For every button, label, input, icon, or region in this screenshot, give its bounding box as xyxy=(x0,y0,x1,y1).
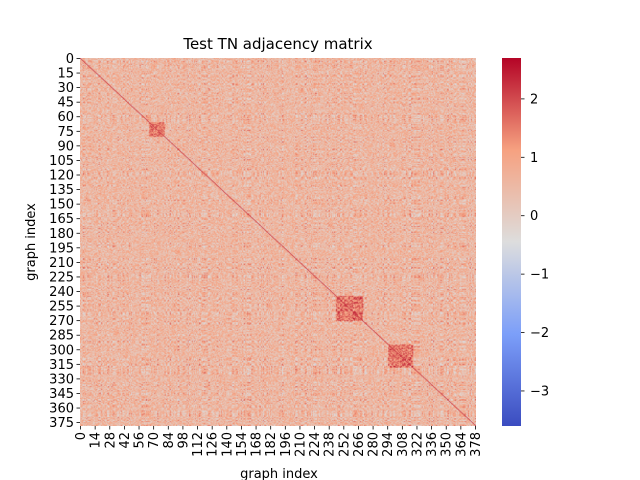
x-tick-label: 0 xyxy=(74,432,89,440)
x-tick-label: 112 xyxy=(191,432,206,457)
x-tick-label: 28 xyxy=(103,432,118,449)
colorbar-tick-label: 0 xyxy=(530,209,538,224)
y-tick-label: 360 xyxy=(49,402,74,417)
x-tick-label: 252 xyxy=(337,432,352,457)
y-tick-label: 75 xyxy=(57,125,74,140)
x-tick-label: 294 xyxy=(381,432,396,457)
x-tick-label: 280 xyxy=(367,432,382,457)
x-tick-label: 56 xyxy=(133,432,148,449)
y-tick-label: 225 xyxy=(49,270,74,285)
chart-title: Test TN adjacency matrix xyxy=(182,35,372,53)
x-tick-label: 140 xyxy=(220,432,235,457)
x-tick-label: 336 xyxy=(425,432,440,457)
x-tick-label: 42 xyxy=(118,432,133,449)
x-tick-label: 308 xyxy=(396,432,411,457)
x-tick-label: 350 xyxy=(440,432,455,457)
y-tick-label: 195 xyxy=(49,241,74,256)
x-tick-label: 322 xyxy=(410,432,425,457)
heatmap-cells xyxy=(80,58,476,426)
x-tick-label: 266 xyxy=(352,432,367,457)
colorbar-ticks: 2 1 0 −1 −2 −3 xyxy=(521,92,549,399)
x-tick-label: 364 xyxy=(454,432,469,457)
x-tick-label: 14 xyxy=(89,432,104,449)
y-tick-label: 15 xyxy=(57,67,74,82)
y-tick-label: 135 xyxy=(49,183,74,198)
y-tick-label: 240 xyxy=(49,285,74,300)
y-tick-label: 105 xyxy=(49,154,74,169)
heatmap-image xyxy=(80,58,476,426)
x-tick-label: 98 xyxy=(176,432,191,449)
colorbar-tick-label: −3 xyxy=(530,384,549,399)
y-tick-label: 315 xyxy=(49,358,74,373)
colorbar xyxy=(502,58,521,426)
y-tick-label: 0 xyxy=(66,52,74,67)
x-tick-label: 126 xyxy=(206,432,221,457)
y-tick-label: 255 xyxy=(49,300,74,315)
y-tick-label: 180 xyxy=(49,227,74,242)
colorbar-tick-label: 2 xyxy=(530,92,538,107)
y-axis-ticks: 0153045607590105120135150165180195210225… xyxy=(49,52,80,431)
x-axis-ticks: 0 14 28 42 56 70 84 98 112 126 140 154 168 182 196 210 2… xyxy=(74,426,484,457)
y-tick-label: 270 xyxy=(49,314,74,329)
x-tick-label: 84 xyxy=(162,432,177,449)
x-axis-label: graph index xyxy=(240,467,318,480)
x-tick-label: 182 xyxy=(264,432,279,457)
y-tick-label: 210 xyxy=(49,256,74,271)
y-tick-label: 45 xyxy=(57,96,74,111)
y-tick-label: 120 xyxy=(49,169,74,184)
x-tick-label: 168 xyxy=(250,432,265,457)
x-tick-label: 70 xyxy=(147,432,162,449)
y-tick-label: 60 xyxy=(57,110,74,125)
colorbar-tick-label: 1 xyxy=(530,151,538,166)
y-tick-label: 285 xyxy=(49,329,74,344)
y-tick-label: 375 xyxy=(49,416,74,431)
x-tick-label: 238 xyxy=(323,432,338,457)
x-tick-label: 378 xyxy=(469,432,484,457)
y-tick-label: 165 xyxy=(49,212,74,227)
x-tick-label: 154 xyxy=(235,432,250,457)
y-tick-label: 150 xyxy=(49,198,74,213)
y-tick-label: 30 xyxy=(57,81,74,96)
colorbar-tick-label: −1 xyxy=(530,268,549,283)
x-tick-label: 224 xyxy=(308,432,323,457)
colorbar-tick-label: −2 xyxy=(530,326,549,341)
y-tick-label: 90 xyxy=(57,139,74,154)
y-tick-label: 300 xyxy=(49,343,74,358)
x-tick-label: 210 xyxy=(293,432,308,457)
y-tick-label: 330 xyxy=(49,372,74,387)
y-tick-label: 345 xyxy=(49,387,74,402)
y-axis-label: graph index xyxy=(24,203,39,281)
x-tick-label: 196 xyxy=(279,432,294,457)
